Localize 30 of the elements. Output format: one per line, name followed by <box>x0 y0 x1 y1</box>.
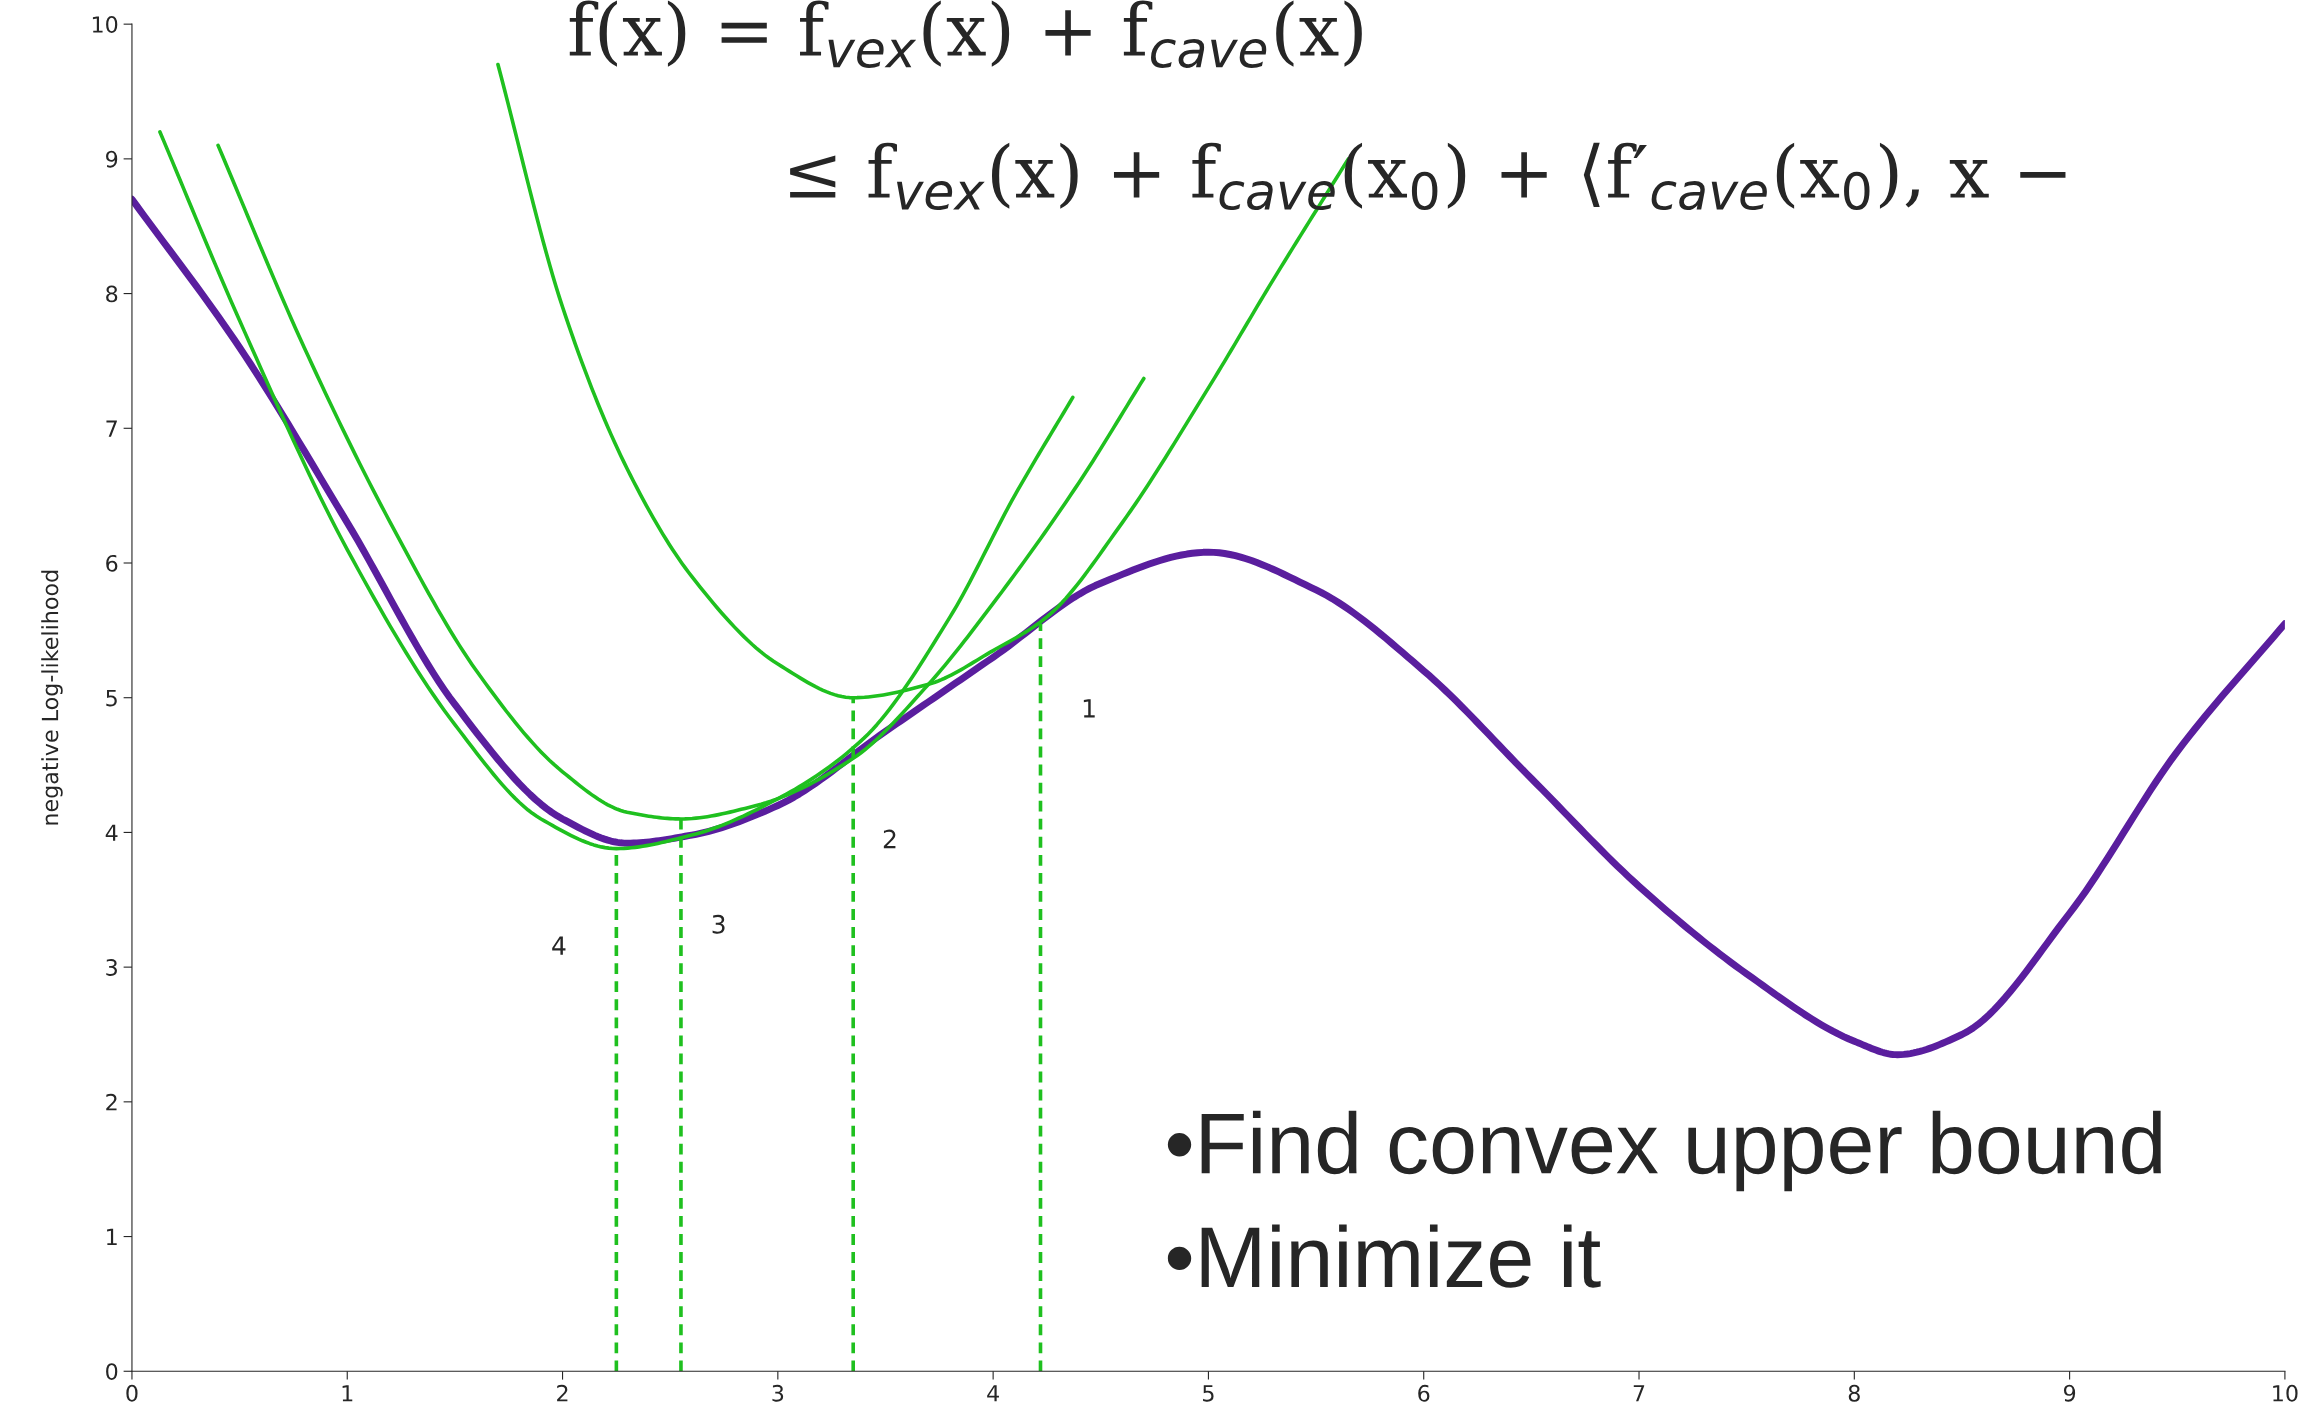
y-tick-label: 6 <box>106 554 118 572</box>
x-tick-label: 7 <box>1633 1385 1645 1402</box>
y-tick-label: 0 <box>106 1363 118 1381</box>
y-tick-label: 10 <box>92 16 118 33</box>
annotation: 1 <box>1083 699 1095 718</box>
annotation: 3 <box>712 914 725 934</box>
y-tick-label: 4 <box>105 824 118 841</box>
x-tick-label: 8 <box>1848 1384 1860 1402</box>
y-axis-title: negative Log-likelihood <box>41 570 63 825</box>
annotation: •Minimize it <box>1167 1224 1601 1288</box>
y-tick-label: 3 <box>106 959 117 976</box>
y-tick-label: 9 <box>106 150 118 168</box>
x-tick-label: 1 <box>342 1385 353 1402</box>
x-tick-label: 10 <box>2273 1384 2298 1402</box>
y-tick-label: 1 <box>107 1228 117 1245</box>
x-tick-label: 5 <box>1203 1385 1214 1402</box>
x-tick-label: 9 <box>2063 1384 2076 1402</box>
x-tick-label: 6 <box>1418 1384 1430 1402</box>
x-tick-label: 4 <box>987 1385 999 1402</box>
annotation: f(x) = f$_{vex}$(x) + f$_{cave}$(x) <box>569 0 1362 69</box>
x-tick-label: 0 <box>126 1384 138 1402</box>
y-tick-label: 5 <box>106 689 117 707</box>
annotation: •Find convex upper bound <box>1167 1110 2161 1192</box>
annotation: 2 <box>883 829 896 849</box>
annotation: 4 <box>552 936 566 955</box>
y-tick-label: 2 <box>106 1093 117 1111</box>
y-tick-label: 8 <box>106 285 118 303</box>
y-tick-label: 7 <box>106 420 117 437</box>
x-tick-label: 2 <box>557 1384 568 1402</box>
x-tick-label: 3 <box>772 1384 784 1402</box>
